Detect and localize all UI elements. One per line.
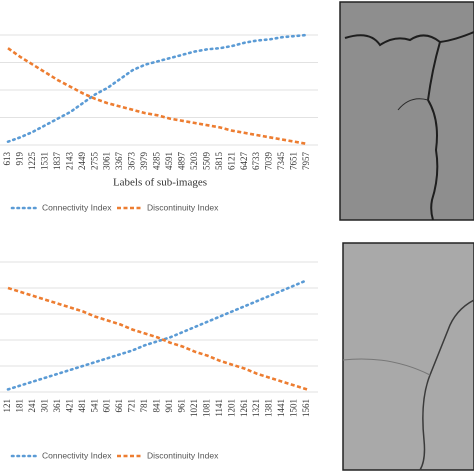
x-tick-label: 661 [114,399,124,413]
series-line [6,33,309,143]
series-line [6,278,309,391]
legend-label: Connectivity Index [42,202,112,212]
x-tick-label: 1441 [276,399,286,417]
x-tick-label: 7957 [301,152,311,171]
x-tick-label: 481 [77,399,87,413]
x-tick-label: 721 [127,399,137,413]
x-tick-label: 3367 [114,152,124,171]
x-tick-label: 1501 [289,399,299,417]
x-tick-label: 1261 [239,399,249,417]
series-line [7,286,308,391]
x-tick-label: 181 [15,399,25,413]
x-tick-label: 1021 [189,399,199,417]
x-tick-label: 1141 [214,399,224,417]
x-tick-label: 1531 [39,152,49,170]
x-tick-label: 601 [102,399,112,413]
x-tick-label: 5815 [214,152,224,171]
legend-label: Connectivity Index [42,450,112,460]
x-tick-label: 5509 [201,152,211,171]
x-tick-label: 781 [139,399,149,413]
x-tick-label: 121 [2,399,12,413]
x-tick-label: 3061 [102,152,112,170]
x-tick-label: 7651 [289,152,299,170]
x-tick-label: 3673 [127,152,137,171]
crack-photo [342,242,474,471]
legend-label: Discontinuity Index [147,202,219,212]
x-tick-label: 1561 [301,399,311,417]
x-tick-label: 241 [27,399,37,413]
x-tick-label: 1837 [52,152,62,171]
x-tick-label: 6733 [251,152,261,171]
x-tick-label: 7345 [276,152,286,171]
x-tick-label: 3979 [139,152,149,171]
x-tick-label: 421 [64,399,74,413]
series-line [7,47,308,146]
x-tick-label: 1321 [251,399,261,417]
legend-label: Discontinuity Index [147,450,219,460]
crack-photo [339,1,474,221]
x-tick-label: 919 [15,152,25,166]
x-tick-label: 5203 [189,152,199,171]
x-tick-label: 4285 [152,152,162,171]
x-tick-label: 901 [164,399,174,413]
x-tick-label: 613 [2,152,12,166]
x-tick-label: 6121 [226,152,236,170]
x-tick-label: 4897 [176,152,186,171]
x-tick-label: 2449 [77,152,87,171]
x-tick-label: 6427 [239,152,249,171]
x-tick-label: 1381 [264,399,274,417]
x-tick-label: 301 [39,399,49,413]
x-tick-label: 7039 [264,152,274,171]
x-tick-label: 4591 [164,152,174,170]
x-tick-label: 361 [52,399,62,413]
x-tick-label: 1225 [27,152,37,171]
x-tick-label: 2143 [64,152,74,171]
x-tick-label: 1081 [201,399,211,417]
x-tick-label: 1201 [226,399,236,417]
x-tick-label: 841 [152,399,162,413]
x-tick-label: 541 [89,399,99,413]
x-axis-title: Labels of sub-images [113,177,207,189]
x-tick-label: 2755 [89,152,99,171]
x-tick-label: 961 [176,399,186,413]
